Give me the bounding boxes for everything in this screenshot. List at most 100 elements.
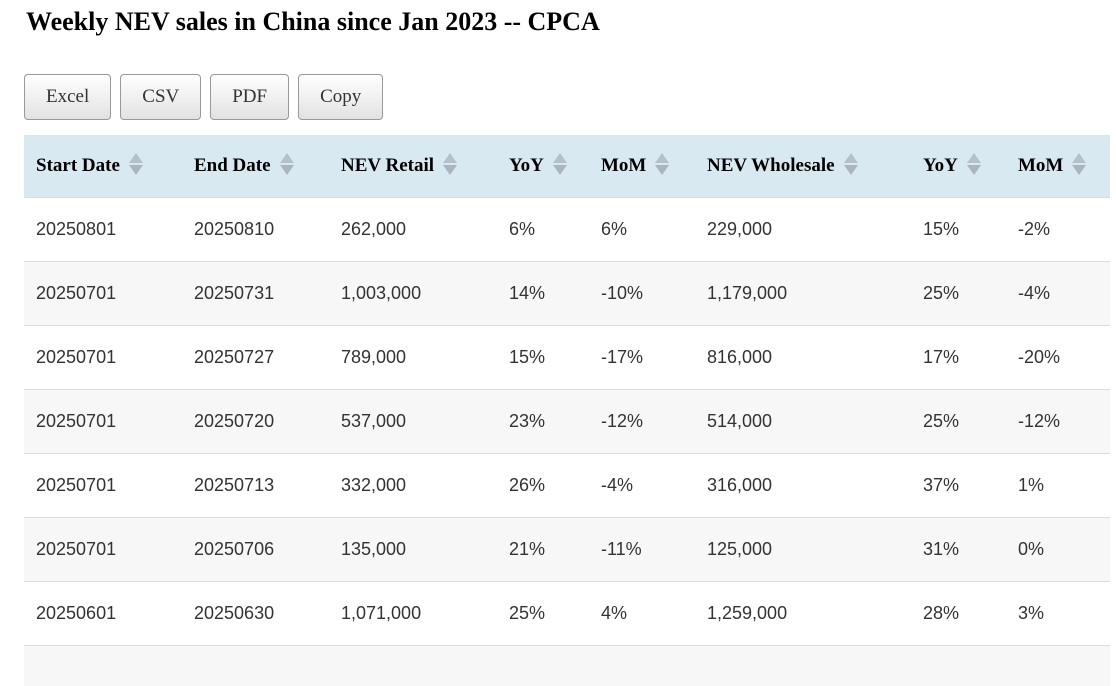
page-title: Weekly NEV sales in China since Jan 2023… <box>26 7 600 36</box>
column-header-label: MoM <box>601 154 647 176</box>
table-row: 20250801 20250810 262,000 6% 6% 229,000 15% -2% <box>24 197 1110 262</box>
column-header-label: YoY <box>923 154 958 176</box>
sort-down-icon <box>279 165 294 176</box>
table-row: 20250601 20250630 1,071,000 25% 4% 1,259,000 2… <box>24 581 1110 646</box>
nev-sales-table: Start Date End Date NEV Retail YoY MoM N… <box>24 134 1110 686</box>
sort-down-icon <box>1072 165 1087 176</box>
column-header-yoy-retail[interactable]: YoY <box>497 134 589 198</box>
table-cell: 20250630 <box>182 581 329 646</box>
page: Weekly NEV sales in China since Jan 2023… <box>0 7 1116 686</box>
table-header: Start Date End Date NEV Retail YoY MoM N… <box>24 134 1110 198</box>
table-cell: -10% <box>589 261 695 326</box>
table-cell: 15% <box>911 197 1006 262</box>
table-cell: 20250701 <box>24 453 182 518</box>
copy-export-button[interactable]: Copy <box>298 73 384 120</box>
table-cell <box>589 645 695 686</box>
table-cell: -12% <box>1006 389 1110 454</box>
table-cell: -4% <box>1006 261 1110 326</box>
table-cell: 262,000 <box>329 197 497 262</box>
pdf-export-button[interactable]: PDF <box>210 73 290 120</box>
sort-down-icon <box>655 165 670 176</box>
table-cell: -11% <box>589 517 695 582</box>
table-cell: 1,259,000 <box>695 581 911 646</box>
sort-arrows-icon <box>279 153 294 176</box>
column-header-label: Start Date <box>36 154 120 176</box>
table-cell: -12% <box>589 389 695 454</box>
sort-arrows-icon <box>128 153 143 176</box>
table-cell: 514,000 <box>695 389 911 454</box>
table-cell: 816,000 <box>695 325 911 390</box>
column-header-mom-retail[interactable]: MoM <box>589 134 695 198</box>
table-cell: -20% <box>1006 325 1110 390</box>
sort-arrows-icon <box>552 153 567 176</box>
table-cell: 0% <box>1006 517 1110 582</box>
table-cell <box>24 645 182 686</box>
table-cell: 20250701 <box>24 261 182 326</box>
table-cell: 20250706 <box>182 517 329 582</box>
table-cell: 20250601 <box>24 581 182 646</box>
excel-export-button[interactable]: Excel <box>24 73 112 120</box>
table-cell: 6% <box>497 197 589 262</box>
table-cell: 1% <box>1006 453 1110 518</box>
sort-arrows-icon <box>966 153 981 176</box>
csv-export-button[interactable]: CSV <box>120 73 202 120</box>
sort-arrows-icon <box>443 153 458 176</box>
table-cell: 1,003,000 <box>329 261 497 326</box>
table-cell: 125,000 <box>695 517 911 582</box>
table-cell: 20250701 <box>24 517 182 582</box>
table-cell: 229,000 <box>695 197 911 262</box>
sort-up-icon <box>279 153 294 164</box>
table-cell: 6% <box>589 197 695 262</box>
column-header-end-date[interactable]: End Date <box>182 134 329 198</box>
table-cell: 316,000 <box>695 453 911 518</box>
sort-arrows-icon <box>1072 153 1087 176</box>
table-cell: 17% <box>911 325 1006 390</box>
table-cell: 135,000 <box>329 517 497 582</box>
table-cell: -4% <box>589 453 695 518</box>
table-row: 20250701 20250720 537,000 23% -12% 514,000 25%… <box>24 389 1110 454</box>
table-row-partial <box>24 645 1110 686</box>
table-header-row: Start Date End Date NEV Retail YoY MoM N… <box>24 134 1110 198</box>
table-cell: 20250713 <box>182 453 329 518</box>
column-header-label: NEV Wholesale <box>707 154 835 176</box>
table-cell: 25% <box>497 581 589 646</box>
table-row: 20250701 20250731 1,003,000 14% -10% 1,179,00… <box>24 261 1110 326</box>
table-cell: 20250701 <box>24 389 182 454</box>
table-cell: 14% <box>497 261 589 326</box>
table-cell: 20250727 <box>182 325 329 390</box>
table-cell: 26% <box>497 453 589 518</box>
table-cell: -17% <box>589 325 695 390</box>
table-cell: 31% <box>911 517 1006 582</box>
export-toolbar: Excel CSV PDF Copy <box>24 73 1116 120</box>
table-cell: 15% <box>497 325 589 390</box>
table-cell: 20250731 <box>182 261 329 326</box>
table-cell: 25% <box>911 261 1006 326</box>
table-row: 20250701 20250727 789,000 15% -17% 816,000 17%… <box>24 325 1110 390</box>
column-header-yoy-wholesale[interactable]: YoY <box>911 134 1006 198</box>
table-cell <box>911 645 1006 686</box>
column-header-nev-retail[interactable]: NEV Retail <box>329 134 497 198</box>
sort-down-icon <box>552 165 567 176</box>
table-cell <box>695 645 911 686</box>
column-header-mom-wholesale[interactable]: MoM <box>1006 134 1110 198</box>
table-cell <box>497 645 589 686</box>
column-header-label: MoM <box>1018 154 1064 176</box>
table-cell: 4% <box>589 581 695 646</box>
table-cell: 21% <box>497 517 589 582</box>
sort-arrows-icon <box>655 153 670 176</box>
table-row: 20250701 20250706 135,000 21% -11% 125,000 31%… <box>24 517 1110 582</box>
sort-up-icon <box>843 153 858 164</box>
sort-down-icon <box>966 165 981 176</box>
column-header-start-date[interactable]: Start Date <box>24 134 182 198</box>
table-cell: 37% <box>911 453 1006 518</box>
table-cell <box>1006 645 1110 686</box>
table-cell: 20250701 <box>24 325 182 390</box>
table-cell: 20250720 <box>182 389 329 454</box>
table-cell: -2% <box>1006 197 1110 262</box>
sort-up-icon <box>655 153 670 164</box>
column-header-nev-wholesale[interactable]: NEV Wholesale <box>695 134 911 198</box>
column-header-label: YoY <box>509 154 544 176</box>
table-body: 20250801 20250810 262,000 6% 6% 229,000 15% -2%… <box>24 197 1110 686</box>
column-header-label: End Date <box>194 154 271 176</box>
sort-up-icon <box>552 153 567 164</box>
